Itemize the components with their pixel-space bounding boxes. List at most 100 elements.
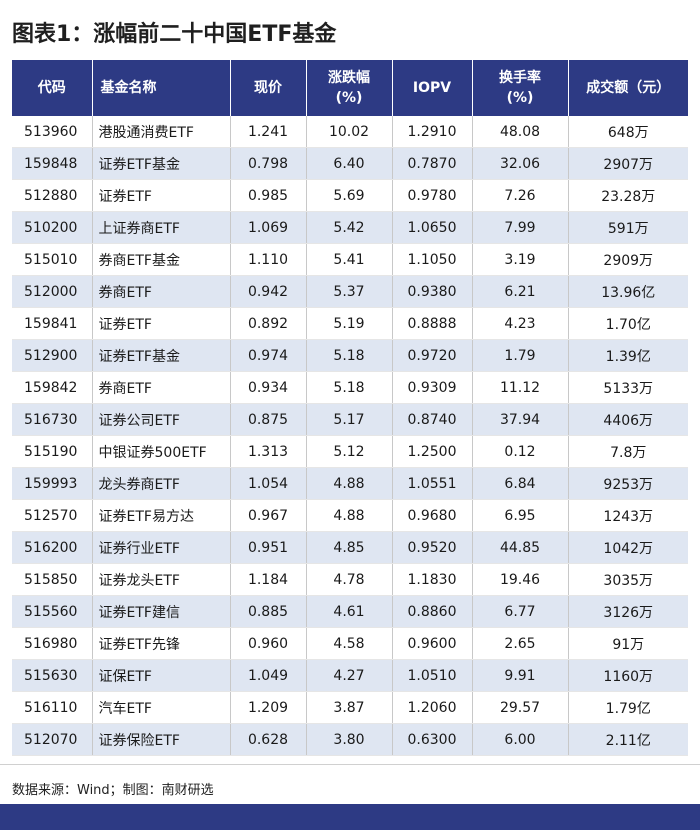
table-header: 代码 基金名称 现价 涨跌幅 (%) IOPV 换手率 (%) 成交额（元） bbox=[12, 60, 688, 116]
cell-iopv: 1.0510 bbox=[392, 659, 473, 692]
cell-price: 1.069 bbox=[230, 211, 307, 244]
table-row: 513960 港股通消费ETF 1.241 10.02 1.2910 48.08 648万 bbox=[12, 116, 688, 148]
cell-turnover: 4.23 bbox=[472, 307, 569, 340]
cell-price: 0.942 bbox=[230, 275, 307, 308]
cell-change: 5.17 bbox=[306, 403, 393, 436]
cell-fund-name: 证券ETF建信 bbox=[92, 595, 231, 628]
cell-iopv: 0.9600 bbox=[392, 627, 473, 660]
cell-fund-name: 汽车ETF bbox=[92, 691, 231, 724]
cell-code: 515190 bbox=[12, 435, 93, 468]
table-row: 512880 证券ETF 0.985 5.69 0.9780 7.26 23.28万 bbox=[12, 179, 688, 212]
cell-fund-name: 券商ETF基金 bbox=[92, 243, 231, 276]
table-row: 516110 汽车ETF 1.209 3.87 1.2060 29.57 1.79亿 bbox=[12, 691, 688, 724]
cell-change: 4.88 bbox=[306, 467, 393, 500]
table-row: 515850 证券龙头ETF 1.184 4.78 1.1830 19.46 3035万 bbox=[12, 563, 688, 596]
cell-fund-name: 上证券商ETF bbox=[92, 211, 231, 244]
cell-fund-name: 中银证券500ETF bbox=[92, 435, 231, 468]
cell-price: 1.184 bbox=[230, 563, 307, 596]
cell-fund-name: 证券ETF易方达 bbox=[92, 499, 231, 532]
cell-price: 0.892 bbox=[230, 307, 307, 340]
cell-code: 512880 bbox=[12, 179, 93, 212]
cell-price: 0.798 bbox=[230, 147, 307, 180]
cell-turnover: 29.57 bbox=[472, 691, 569, 724]
column-header-turnover-label: 换手率 bbox=[499, 70, 541, 86]
cell-iopv: 1.1050 bbox=[392, 243, 473, 276]
footer: 数据来源：Wind；制图：南财研选 bbox=[0, 764, 700, 805]
cell-turnover: 32.06 bbox=[472, 147, 569, 180]
cell-price: 1.241 bbox=[230, 116, 307, 148]
cell-volume: 1042万 bbox=[568, 531, 688, 564]
cell-iopv: 0.9680 bbox=[392, 499, 473, 532]
cell-code: 515630 bbox=[12, 659, 93, 692]
cell-turnover: 6.77 bbox=[472, 595, 569, 628]
cell-code: 516730 bbox=[12, 403, 93, 436]
table-row: 512900 证券ETF基金 0.974 5.18 0.9720 1.79 1.39亿 bbox=[12, 339, 688, 372]
cell-price: 0.951 bbox=[230, 531, 307, 564]
cell-turnover: 48.08 bbox=[472, 116, 569, 148]
cell-volume: 5133万 bbox=[568, 371, 688, 404]
cell-change: 5.69 bbox=[306, 179, 393, 212]
cell-volume: 3126万 bbox=[568, 595, 688, 628]
cell-change: 4.88 bbox=[306, 499, 393, 532]
column-header-price: 现价 bbox=[230, 60, 307, 116]
cell-turnover: 37.94 bbox=[472, 403, 569, 436]
cell-volume: 1243万 bbox=[568, 499, 688, 532]
column-header-iopv: IOPV bbox=[392, 60, 473, 116]
cell-volume: 591万 bbox=[568, 211, 688, 244]
cell-code: 515560 bbox=[12, 595, 93, 628]
column-header-change-label: 涨跌幅 bbox=[328, 70, 370, 86]
cell-iopv: 0.9520 bbox=[392, 531, 473, 564]
cell-change: 4.58 bbox=[306, 627, 393, 660]
cell-volume: 648万 bbox=[568, 116, 688, 148]
cell-change: 4.85 bbox=[306, 531, 393, 564]
cell-code: 515010 bbox=[12, 243, 93, 276]
cell-price: 0.875 bbox=[230, 403, 307, 436]
cell-code: 516980 bbox=[12, 627, 93, 660]
cell-iopv: 0.6300 bbox=[392, 723, 473, 756]
cell-volume: 2909万 bbox=[568, 243, 688, 276]
cell-fund-name: 证券ETF基金 bbox=[92, 147, 231, 180]
cell-fund-name: 证券ETF基金 bbox=[92, 339, 231, 372]
cell-change: 5.12 bbox=[306, 435, 393, 468]
cell-price: 1.313 bbox=[230, 435, 307, 468]
cell-volume: 7.8万 bbox=[568, 435, 688, 468]
column-header-turnover: 换手率 (%) bbox=[472, 60, 569, 116]
cell-turnover: 2.65 bbox=[472, 627, 569, 660]
table-row: 515560 证券ETF建信 0.885 4.61 0.8860 6.77 3126万 bbox=[12, 595, 688, 628]
table-row: 515630 证保ETF 1.049 4.27 1.0510 9.91 1160万 bbox=[12, 659, 688, 692]
cell-iopv: 0.9380 bbox=[392, 275, 473, 308]
table-body: 513960 港股通消费ETF 1.241 10.02 1.2910 48.08 648万 1… bbox=[12, 116, 688, 756]
table-row: 516730 证券公司ETF 0.875 5.17 0.8740 37.94 4406万 bbox=[12, 403, 688, 436]
table-row: 512000 券商ETF 0.942 5.37 0.9380 6.21 13.96亿 bbox=[12, 275, 688, 308]
cell-volume: 91万 bbox=[568, 627, 688, 660]
cell-volume: 2907万 bbox=[568, 147, 688, 180]
cell-fund-name: 证券行业ETF bbox=[92, 531, 231, 564]
cell-price: 0.934 bbox=[230, 371, 307, 404]
cell-fund-name: 证券ETF bbox=[92, 307, 231, 340]
cell-turnover: 7.99 bbox=[472, 211, 569, 244]
cell-code: 159993 bbox=[12, 467, 93, 500]
cell-code: 515850 bbox=[12, 563, 93, 596]
cell-turnover: 44.85 bbox=[472, 531, 569, 564]
cell-iopv: 1.2500 bbox=[392, 435, 473, 468]
cell-turnover: 7.26 bbox=[472, 179, 569, 212]
cell-code: 159841 bbox=[12, 307, 93, 340]
cell-turnover: 3.19 bbox=[472, 243, 569, 276]
cell-code: 510200 bbox=[12, 211, 93, 244]
column-header-volume: 成交额（元） bbox=[568, 60, 688, 116]
table-row: 159848 证券ETF基金 0.798 6.40 0.7870 32.06 2907万 bbox=[12, 147, 688, 180]
cell-price: 1.054 bbox=[230, 467, 307, 500]
cell-iopv: 1.2910 bbox=[392, 116, 473, 148]
cell-volume: 3035万 bbox=[568, 563, 688, 596]
cell-price: 0.960 bbox=[230, 627, 307, 660]
table-row: 515190 中银证券500ETF 1.313 5.12 1.2500 0.12 7.8万 bbox=[12, 435, 688, 468]
bottom-bar bbox=[0, 804, 700, 830]
table-row: 512570 证券ETF易方达 0.967 4.88 0.9680 6.95 1243万 bbox=[12, 499, 688, 532]
cell-price: 0.885 bbox=[230, 595, 307, 628]
cell-iopv: 1.2060 bbox=[392, 691, 473, 724]
cell-code: 516200 bbox=[12, 531, 93, 564]
cell-turnover: 6.84 bbox=[472, 467, 569, 500]
cell-turnover: 6.95 bbox=[472, 499, 569, 532]
cell-iopv: 1.0650 bbox=[392, 211, 473, 244]
table-row: 512070 证券保险ETF 0.628 3.80 0.6300 6.00 2.11亿 bbox=[12, 723, 688, 756]
